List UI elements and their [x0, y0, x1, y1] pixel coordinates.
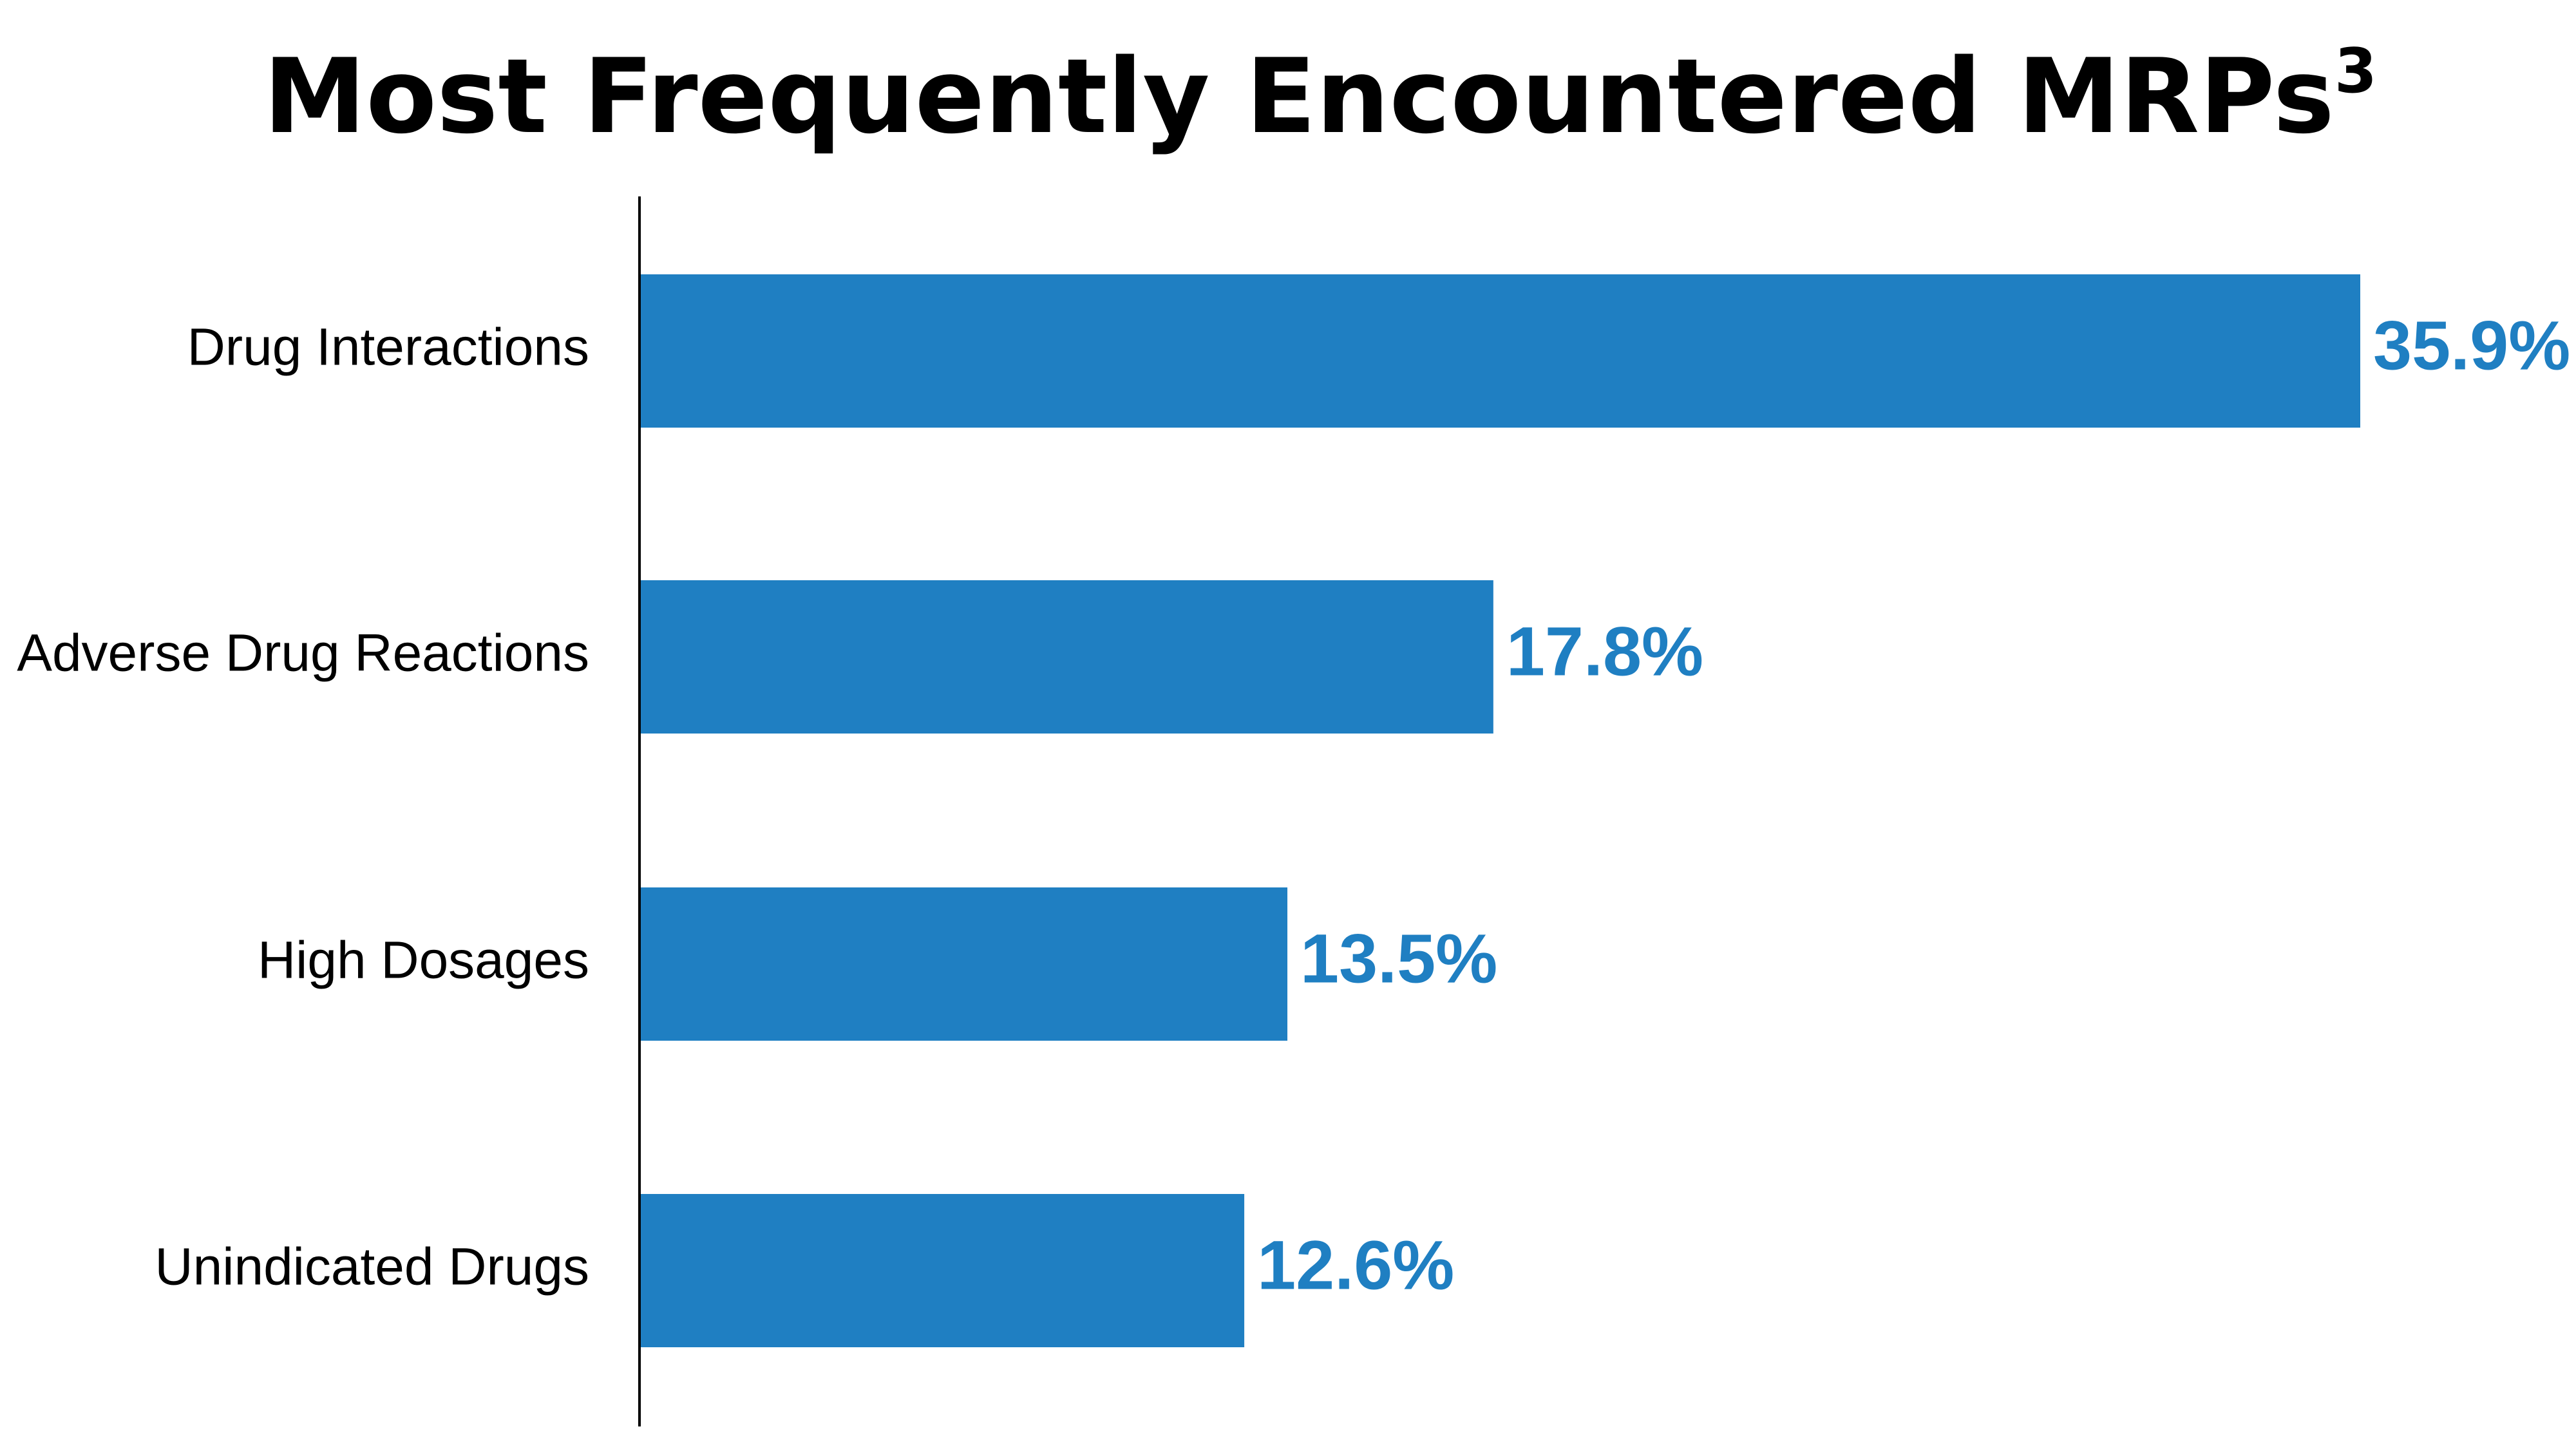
bar-3 [641, 887, 1288, 1041]
category-label-2: Adverse Drug Reactions [17, 624, 589, 683]
category-label-4: Unindicated Drugs [155, 1238, 589, 1296]
category-label-3: High Dosages [258, 931, 589, 990]
category-label-1: Drug Interactions [187, 318, 589, 377]
bar-2 [641, 580, 1493, 734]
value-label-2: 17.8% [1506, 612, 1703, 690]
category-labels-group: Drug Interactions Adverse Drug Reactions H… [17, 318, 589, 1296]
value-label-3: 13.5% [1300, 920, 1497, 998]
bar-1 [641, 274, 2360, 428]
chart-title: Most Frequently Encountered MRPs3 [263, 36, 2377, 156]
value-label-4: 12.6% [1257, 1226, 1454, 1304]
chart-title-text: Most Frequently Encountered MRPs [263, 36, 2334, 156]
value-label-1: 35.9% [2373, 307, 2570, 384]
chart-title-superscript: 3 [2334, 36, 2377, 107]
bar-4 [641, 1194, 1245, 1347]
value-labels-group: 35.9% 17.8% 13.5% 12.6% [1257, 307, 2570, 1304]
bars-group [641, 274, 2360, 1347]
